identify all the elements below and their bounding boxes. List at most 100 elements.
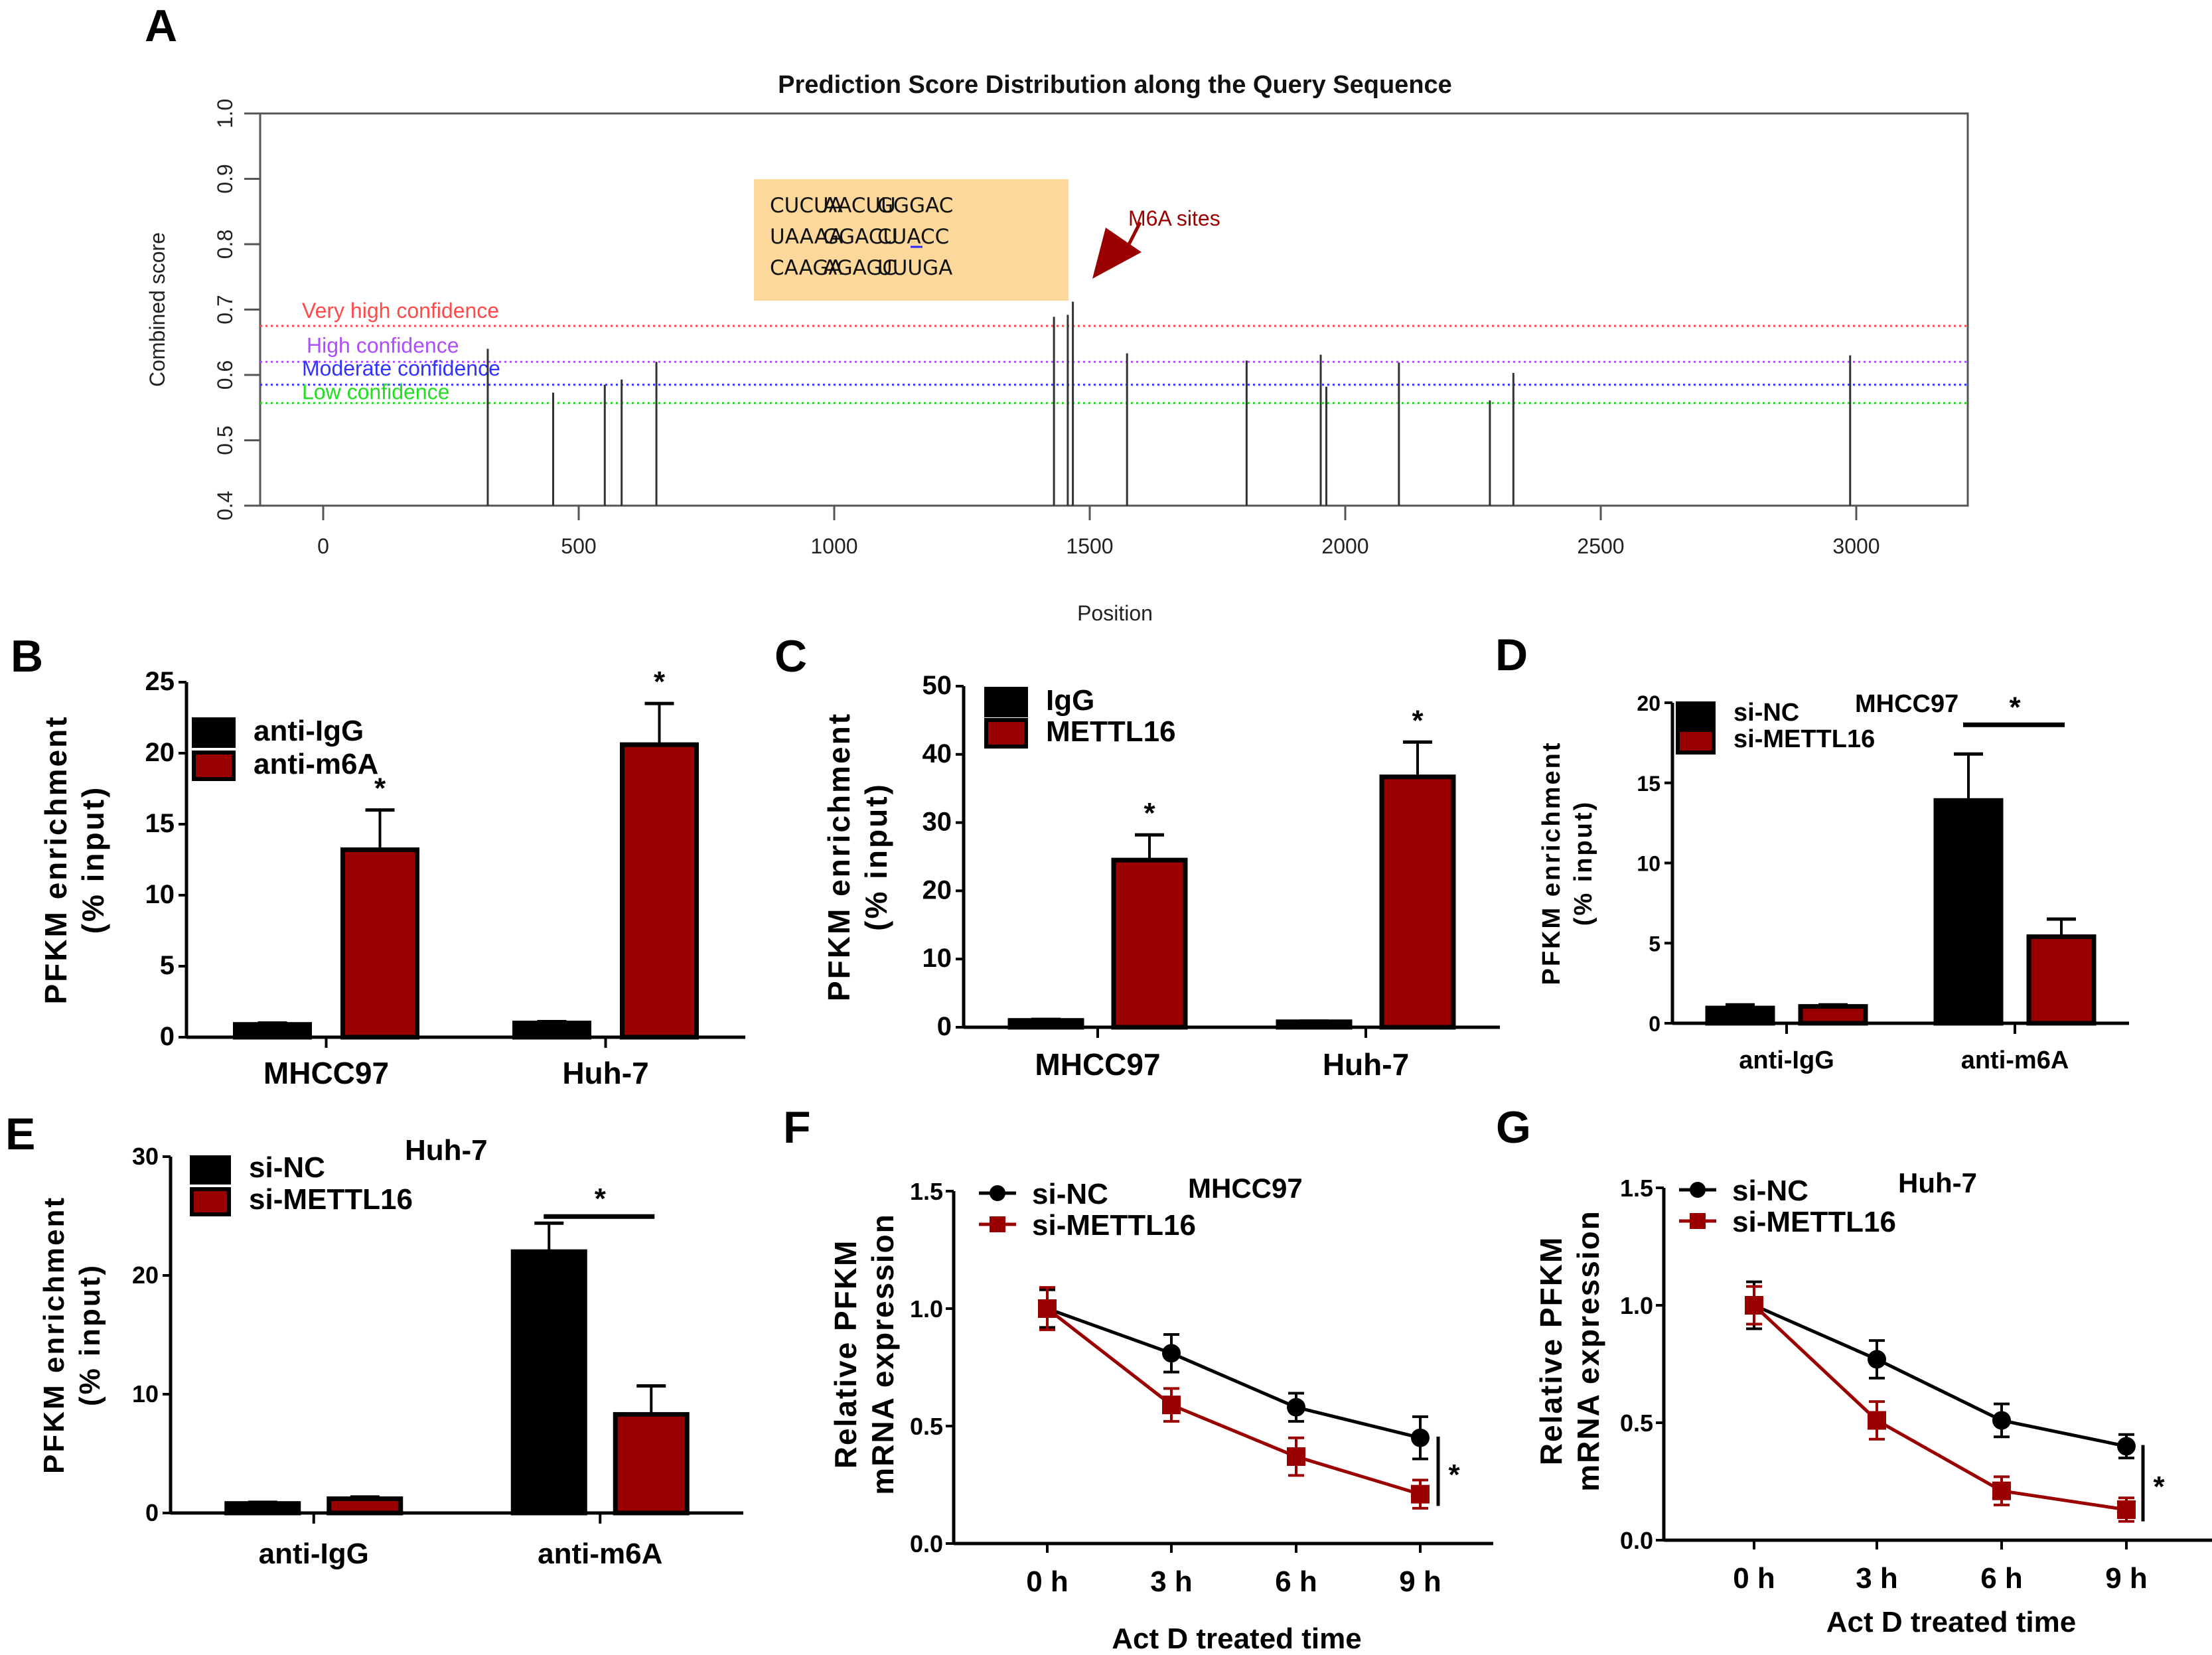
y-tick-label: 10	[922, 944, 952, 973]
y-tick-label: 30	[922, 808, 952, 837]
bar-igg	[1276, 1019, 1353, 1030]
significance-star: *	[1143, 797, 1155, 829]
x-tick-label: 1500	[1066, 534, 1113, 558]
significance-star: *	[1412, 704, 1424, 737]
x-axis-label: Act D treated time	[1826, 1606, 2077, 1638]
y-tick-label: 0.7	[213, 295, 237, 324]
legend-marker	[1690, 1182, 1706, 1198]
y-axis-label: Relative PFKM	[1534, 1236, 1568, 1466]
x-tick-label: 1000	[810, 534, 857, 558]
y-tick-label: 5	[1649, 932, 1660, 956]
bar-anti-igg	[512, 1021, 591, 1040]
y-tick-label: 0.9	[213, 164, 237, 193]
sequence-motif: GGACU	[823, 225, 898, 249]
legend-swatch	[984, 687, 1028, 717]
threshold-label: High confidence	[307, 333, 459, 357]
chart-subtitle: Huh-7	[405, 1134, 488, 1167]
x-tick-label: Huh-7	[1323, 1047, 1409, 1082]
legend-swatch	[190, 1187, 231, 1216]
x-tick-label: anti-IgG	[1739, 1046, 1834, 1074]
y-axis-label: PFKM enrichment	[38, 715, 73, 1004]
y-tick-label: 0.5	[1620, 1409, 1653, 1437]
y-tick-label: 20	[922, 875, 952, 904]
y-tick-label: 0.0	[1620, 1527, 1653, 1554]
panel-e: E 0 10 20 30 PFKM enrichment (% input) anti-IgG…	[5, 1109, 743, 1570]
bar-mettl16	[1379, 774, 1456, 1030]
sequence-motif: AACUU	[823, 194, 896, 218]
y-tick-label: 20	[132, 1261, 159, 1289]
threshold-label: Very high confidence	[302, 299, 499, 323]
y-tick-label: 0.8	[213, 230, 237, 259]
x-tick-label: 9 h	[2105, 1562, 2148, 1595]
legend-label: si-METTL16	[1032, 1209, 1196, 1242]
legend-marker	[990, 1185, 1005, 1201]
series-line-si-mettl16	[1753, 1304, 2127, 1512]
data-point	[1411, 1484, 1430, 1504]
significance-star: *	[654, 666, 666, 698]
sequence-motif: CUACC	[877, 225, 949, 249]
legend-swatch	[984, 718, 1028, 749]
legend-label: si-NC	[1032, 1178, 1108, 1210]
series-line-si-nc	[1047, 1307, 1421, 1440]
y-axis-label: Relative PFKM	[828, 1240, 863, 1469]
plot-frame	[259, 112, 1969, 507]
bar-si-mettl16	[1798, 1004, 1868, 1026]
x-tick-label: MHCC97	[263, 1056, 389, 1090]
sequence-motif: CUCUA	[770, 194, 843, 218]
x-tick-label: 2500	[1577, 534, 1624, 558]
sequence-box	[754, 179, 1069, 301]
sequence-motif: UAAAA	[770, 225, 843, 249]
bar-si-mettl16	[327, 1496, 404, 1516]
x-tick-label: 3000	[1832, 534, 1880, 558]
panel-letter-e: E	[5, 1109, 35, 1159]
series-line-si-mettl16	[1046, 1307, 1421, 1496]
significance-star: *	[2009, 691, 2021, 723]
panel-letter-a: A	[145, 1, 177, 51]
series-line-si-nc	[1753, 1303, 2127, 1448]
data-point	[1162, 1344, 1181, 1363]
x-axis-label: Position	[1077, 601, 1153, 625]
y-axis-label: PFKM enrichment	[1538, 741, 1566, 985]
legend-label: METTL16	[1046, 715, 1176, 748]
legend-label: si-NC	[1733, 699, 1799, 727]
y-tick-label: 0.0	[910, 1530, 943, 1557]
panel-a: A Prediction Score Distribution along the…	[145, 1, 1969, 625]
x-tick-label: 9 h	[1399, 1565, 1441, 1598]
y-tick-label: 25	[145, 667, 175, 696]
panel-letter-f: F	[783, 1102, 811, 1153]
chart-subtitle: Huh-7	[1898, 1167, 1977, 1198]
panel-letter-d: D	[1495, 630, 1528, 680]
bar-si-mettl16	[2026, 934, 2097, 1026]
significance-star: *	[2153, 1471, 2165, 1503]
bar-si-nc	[1705, 1005, 1775, 1026]
bar-si-nc	[1933, 798, 2004, 1026]
chart-subtitle: MHCC97	[1188, 1173, 1303, 1204]
bar-si-nc	[224, 1501, 301, 1516]
significance-star: *	[595, 1183, 607, 1215]
y-axis-label-units: (% input)	[859, 782, 893, 931]
x-tick-label: 0	[317, 534, 329, 558]
legend-swatch	[1676, 701, 1716, 728]
x-axis-label: Act D treated time	[1112, 1622, 1362, 1655]
y-tick-label: 0	[937, 1012, 952, 1041]
y-tick-label: 5	[160, 951, 175, 980]
data-point	[1038, 1299, 1057, 1318]
y-axis-label-units: (% input)	[76, 786, 110, 934]
y-tick-label: 10	[145, 880, 175, 909]
y-tick-label: 0.5	[910, 1413, 943, 1440]
sequence-motif: AGAGC	[823, 256, 897, 280]
data-point	[1287, 1398, 1305, 1417]
bar-anti-igg	[233, 1022, 312, 1040]
data-point	[1868, 1350, 1886, 1369]
panel-b: B 0 5 10 15 20 25 PFKM enrichment (% input) MHCC9…	[11, 631, 745, 1090]
legend-swatch	[1676, 728, 1716, 755]
y-tick-label: 10	[1637, 852, 1660, 876]
y-tick-label: 1.5	[910, 1178, 943, 1205]
significance-star: *	[1448, 1459, 1460, 1491]
bar-si-mettl16	[613, 1411, 690, 1516]
legend-swatch	[192, 717, 236, 748]
data-point	[1162, 1396, 1181, 1415]
data-point	[2117, 1500, 2136, 1519]
legend-label: si-METTL16	[1733, 725, 1875, 753]
